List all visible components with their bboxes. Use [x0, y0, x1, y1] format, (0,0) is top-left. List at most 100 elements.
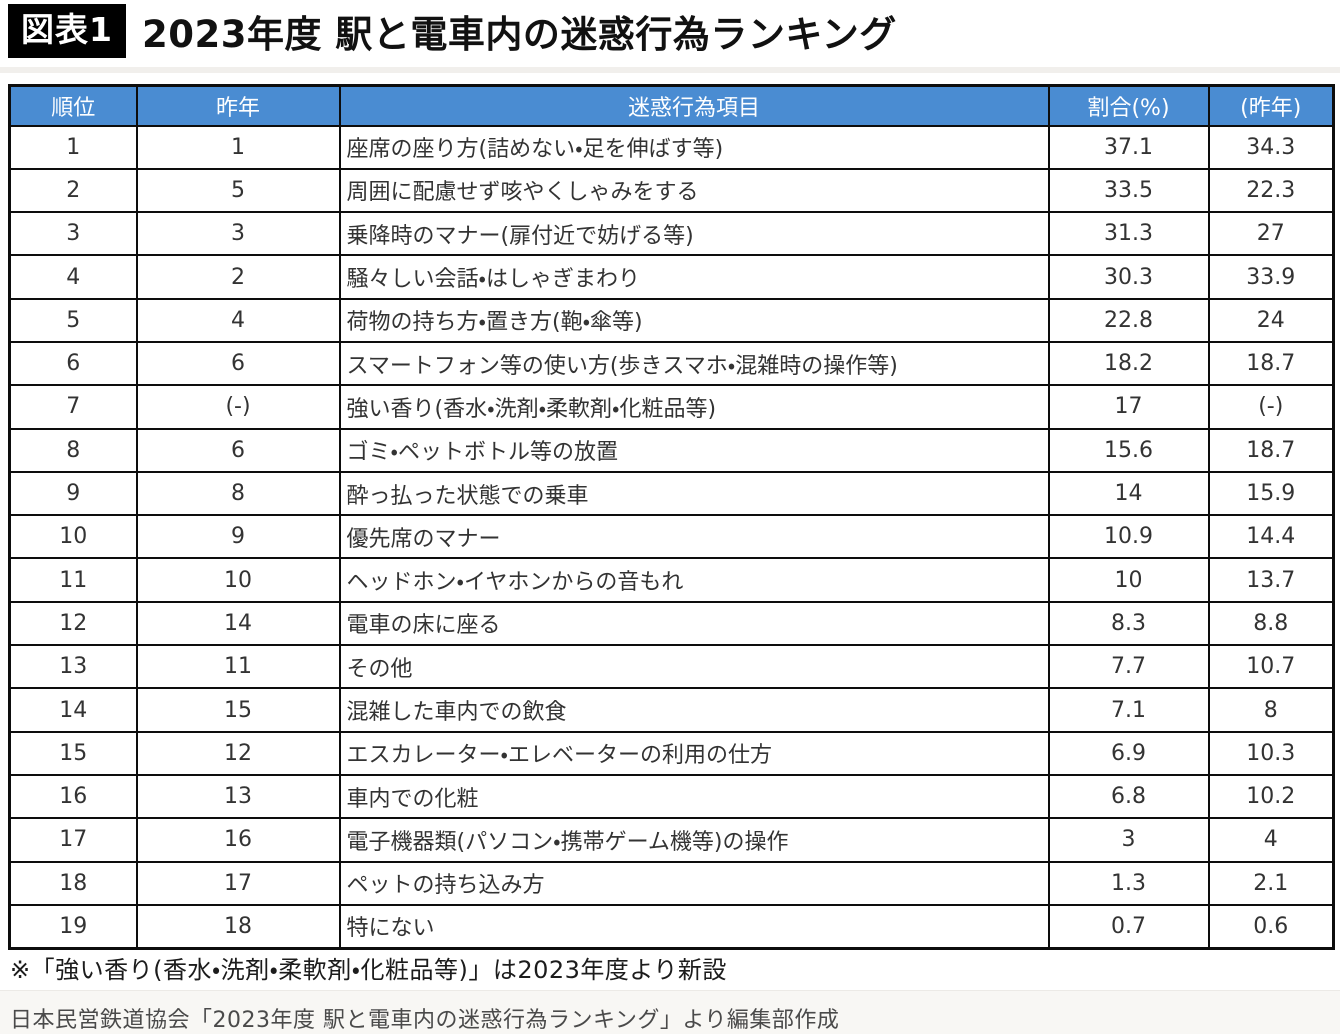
pct-cell: 8.3: [1047, 600, 1210, 647]
item-cell: ゴミ・ペットボトル等の放置: [338, 427, 1050, 473]
header-item: 迷惑行為項目: [338, 84, 1050, 127]
ranking-table: 順位 昨年 迷惑行為項目 割合(%) (昨年) 1 1 座席の座り方(詰めない・足を…: [8, 84, 1335, 950]
last-year-rank-cell: 13: [135, 773, 341, 820]
pct-cell: 31.3: [1047, 211, 1210, 257]
last-year-rank-cell: (-): [135, 384, 341, 430]
pct-cell: 14: [1047, 470, 1210, 517]
rank-cell: 4: [8, 254, 138, 300]
page-title: 図表1 2023年度 駅と電車内の迷惑行為ランキング: [8, 4, 897, 58]
pct-last-year-cell: 33.9: [1207, 254, 1335, 300]
rank-cell: 11: [8, 557, 138, 603]
pct-last-year-cell: 14.4: [1207, 514, 1335, 560]
pct-cell: 7.7: [1047, 644, 1210, 690]
item-cell: 電車の床に座る: [338, 600, 1050, 647]
table-row: 6 6 スマートフォン等の使い方(歩きスマホ・混雑時の操作等) 18.2 18.7: [8, 340, 1335, 387]
last-year-rank-cell: 1: [135, 124, 341, 170]
pct-last-year-cell: 8: [1207, 687, 1335, 733]
rank-cell: 14: [8, 687, 138, 733]
pct-last-year-cell: 10.7: [1207, 644, 1335, 690]
last-year-rank-cell: 9: [135, 514, 341, 560]
header-pct-last-year: (昨年): [1207, 84, 1335, 127]
pct-last-year-cell: 10.3: [1207, 730, 1335, 776]
pct-last-year-cell: (-): [1207, 384, 1335, 430]
rank-cell: 18: [8, 860, 138, 906]
item-cell: 電子機器類(パソコン・携帯ゲーム機等)の操作: [338, 817, 1050, 863]
pct-cell: 3: [1047, 817, 1210, 863]
pct-last-year-cell: 24: [1207, 297, 1335, 343]
header-rank: 順位: [8, 84, 138, 127]
item-cell: 騒々しい会話・はしゃぎまわり: [338, 254, 1050, 300]
item-cell: 周囲に配慮せず咳やくしゃみをする: [338, 167, 1050, 214]
table-body: 1 1 座席の座り方(詰めない・足を伸ばす等) 37.1 34.3 2 5 周囲に配慮せず咳や…: [8, 124, 1335, 950]
item-cell: 特にない: [338, 903, 1050, 950]
rank-cell: 13: [8, 644, 138, 690]
table-row: 18 17 ペットの持ち込み方 1.3 2.1: [8, 860, 1335, 906]
item-cell: 強い香り(香水・洗剤・柔軟剤・化粧品等): [338, 384, 1050, 430]
last-year-rank-cell: 12: [135, 730, 341, 776]
table-row: 10 9 優先席のマナー 10.9 14.4: [8, 514, 1335, 560]
pct-cell: 7.1: [1047, 687, 1210, 733]
pct-cell: 22.8: [1047, 297, 1210, 343]
pct-cell: 15.6: [1047, 427, 1210, 473]
last-year-rank-cell: 16: [135, 817, 341, 863]
pct-cell: 0.7: [1047, 903, 1210, 950]
last-year-rank-cell: 5: [135, 167, 341, 214]
table-row: 12 14 電車の床に座る 8.3 8.8: [8, 600, 1335, 647]
pct-last-year-cell: 4: [1207, 817, 1335, 863]
rank-cell: 8: [8, 427, 138, 473]
source-band: 日本民営鉄道協会「2023年度 駅と電車内の迷惑行為ランキング」より編集部作成: [0, 990, 1340, 1034]
last-year-rank-cell: 18: [135, 903, 341, 950]
item-cell: 混雑した車内での飲食: [338, 687, 1050, 733]
footnote: ※「強い香り(香水・洗剤・柔軟剤・化粧品等)」は2023年度より新設: [10, 956, 727, 984]
last-year-rank-cell: 6: [135, 427, 341, 473]
table-row: 5 4 荷物の持ち方・置き方(鞄・傘等) 22.8 24: [8, 297, 1335, 343]
table-row: 3 3 乗降時のマナー(扉付近で妨げる等) 31.3 27: [8, 211, 1335, 257]
rank-cell: 1: [8, 124, 138, 170]
last-year-rank-cell: 15: [135, 687, 341, 733]
pct-cell: 18.2: [1047, 340, 1210, 387]
last-year-rank-cell: 2: [135, 254, 341, 300]
item-cell: 乗降時のマナー(扉付近で妨げる等): [338, 211, 1050, 257]
rank-cell: 16: [8, 773, 138, 820]
pct-cell: 30.3: [1047, 254, 1210, 300]
item-cell: 車内での化粧: [338, 773, 1050, 820]
pct-last-year-cell: 18.7: [1207, 340, 1335, 387]
rank-cell: 17: [8, 817, 138, 863]
rank-cell: 15: [8, 730, 138, 776]
item-cell: スマートフォン等の使い方(歩きスマホ・混雑時の操作等): [338, 340, 1050, 387]
table-row: 7 (-) 強い香り(香水・洗剤・柔軟剤・化粧品等) 17 (-): [8, 384, 1335, 430]
item-cell: ヘッドホン・イヤホンからの音もれ: [338, 557, 1050, 603]
pct-last-year-cell: 8.8: [1207, 600, 1335, 647]
pct-last-year-cell: 18.7: [1207, 427, 1335, 473]
pct-last-year-cell: 0.6: [1207, 903, 1335, 950]
pct-last-year-cell: 10.2: [1207, 773, 1335, 820]
pct-cell: 6.9: [1047, 730, 1210, 776]
pct-cell: 10.9: [1047, 514, 1210, 560]
pct-cell: 1.3: [1047, 860, 1210, 906]
table-row: 11 10 ヘッドホン・イヤホンからの音もれ 10 13.7: [8, 557, 1335, 603]
header-pct: 割合(%): [1047, 84, 1210, 127]
pct-last-year-cell: 2.1: [1207, 860, 1335, 906]
last-year-rank-cell: 8: [135, 470, 341, 517]
last-year-rank-cell: 10: [135, 557, 341, 603]
pct-cell: 37.1: [1047, 124, 1210, 170]
last-year-rank-cell: 6: [135, 340, 341, 387]
rank-cell: 9: [8, 470, 138, 517]
last-year-rank-cell: 4: [135, 297, 341, 343]
last-year-rank-cell: 14: [135, 600, 341, 647]
rank-cell: 10: [8, 514, 138, 560]
rank-cell: 7: [8, 384, 138, 430]
table-row: 14 15 混雑した車内での飲食 7.1 8: [8, 687, 1335, 733]
pct-last-year-cell: 22.3: [1207, 167, 1335, 214]
table-row: 16 13 車内での化粧 6.8 10.2: [8, 773, 1335, 820]
table-row: 17 16 電子機器類(パソコン・携帯ゲーム機等)の操作 3 4: [8, 817, 1335, 863]
header-last-year-rank: 昨年: [135, 84, 341, 127]
title-divider: [0, 67, 1340, 73]
rank-cell: 5: [8, 297, 138, 343]
pct-last-year-cell: 34.3: [1207, 124, 1335, 170]
figure-label-badge: 図表1: [8, 4, 126, 58]
table-row: 1 1 座席の座り方(詰めない・足を伸ばす等) 37.1 34.3: [8, 124, 1335, 170]
rank-cell: 19: [8, 903, 138, 950]
table-header-row: 順位 昨年 迷惑行為項目 割合(%) (昨年): [8, 84, 1335, 127]
